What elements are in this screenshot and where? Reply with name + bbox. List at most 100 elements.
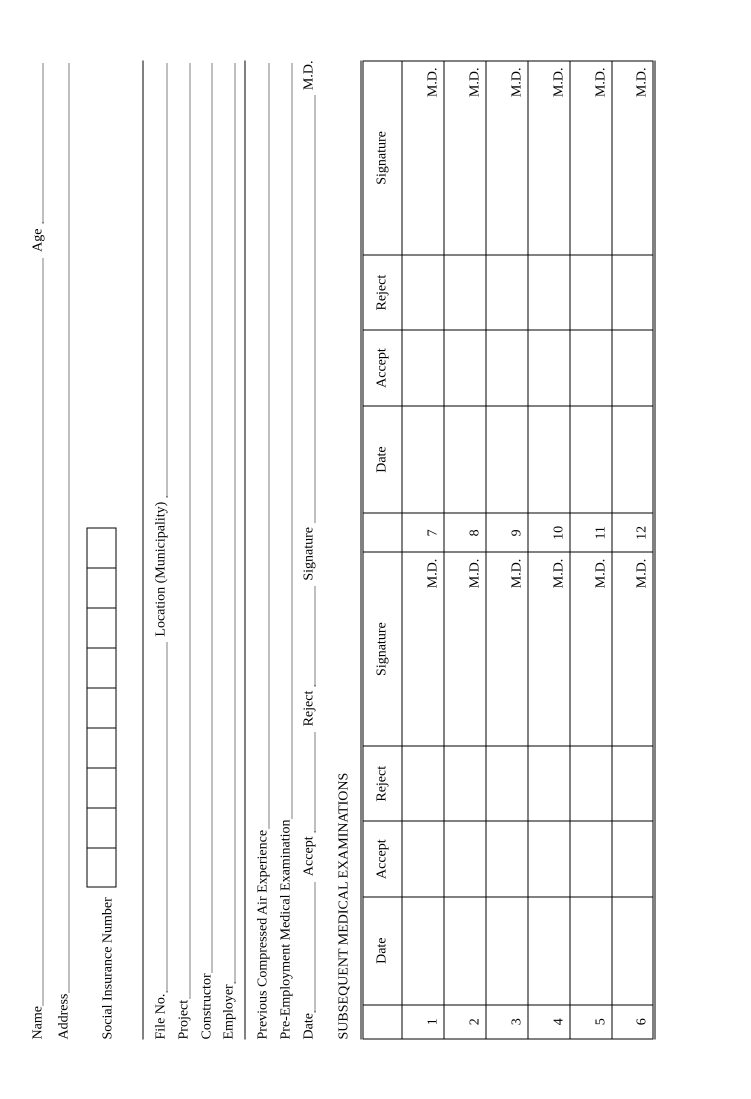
cell-reject[interactable]	[401, 746, 443, 821]
cell-signature[interactable]: M.D.	[611, 61, 653, 255]
row-num: 8	[443, 513, 485, 552]
sin-box[interactable]	[86, 687, 116, 727]
location-label: Location (Municipality)	[153, 501, 170, 636]
cell-date[interactable]	[611, 896, 653, 1004]
preemp-label: Pre-Employment Medical Examination	[278, 819, 295, 1039]
cell-accept[interactable]	[611, 330, 653, 405]
constructor-field[interactable]	[211, 63, 212, 972]
cell-accept[interactable]	[485, 330, 527, 405]
row-num: 10	[527, 513, 569, 552]
cell-accept[interactable]	[401, 330, 443, 405]
cell-date[interactable]	[485, 405, 527, 513]
cell-reject[interactable]	[485, 746, 527, 821]
cell-signature[interactable]: M.D.	[401, 61, 443, 255]
col-accept-2: Accept	[361, 330, 401, 405]
sin-box[interactable]	[86, 847, 116, 887]
cell-date[interactable]	[611, 405, 653, 513]
location-field[interactable]	[166, 63, 167, 497]
cell-date[interactable]	[401, 896, 443, 1004]
sin-box[interactable]	[86, 767, 116, 807]
cell-signature[interactable]: M.D.	[443, 552, 485, 746]
col-reject-2: Reject	[361, 254, 401, 329]
table-row: 4M.D.10M.D.	[527, 61, 569, 1039]
cell-accept[interactable]	[443, 821, 485, 896]
date-label: Date	[301, 1013, 318, 1039]
row-num: 5	[569, 1004, 611, 1038]
employer-field[interactable]	[234, 63, 235, 983]
sin-box[interactable]	[86, 567, 116, 607]
date-field[interactable]	[314, 882, 315, 1012]
cell-date[interactable]	[443, 405, 485, 513]
row-num: 1	[401, 1004, 443, 1038]
cell-reject[interactable]	[569, 746, 611, 821]
cell-signature[interactable]: M.D.	[485, 552, 527, 746]
prev-exp-field[interactable]	[268, 63, 269, 828]
cell-reject[interactable]	[443, 254, 485, 329]
sin-box[interactable]	[86, 527, 116, 567]
cell-accept[interactable]	[485, 821, 527, 896]
name-field[interactable]	[27, 258, 43, 1004]
divider-top	[142, 60, 143, 1039]
employer-label: Employer	[221, 984, 238, 1039]
sin-box[interactable]	[86, 727, 116, 767]
cell-date[interactable]	[569, 896, 611, 1004]
col-signature-1: Signature	[361, 552, 401, 746]
cell-date[interactable]	[485, 896, 527, 1004]
constructor-label: Constructor	[199, 973, 216, 1039]
cell-reject[interactable]	[485, 254, 527, 329]
cell-accept[interactable]	[527, 330, 569, 405]
cell-accept[interactable]	[401, 821, 443, 896]
signature-field[interactable]	[314, 95, 315, 523]
col-accept-1: Accept	[361, 821, 401, 896]
col-signature-2: Signature	[361, 61, 401, 255]
cell-signature[interactable]: M.D.	[611, 552, 653, 746]
employer-row: Employer	[221, 60, 238, 1039]
cell-date[interactable]	[401, 405, 443, 513]
reject-label: Reject	[301, 690, 318, 726]
cell-date[interactable]	[527, 405, 569, 513]
cell-date[interactable]	[569, 405, 611, 513]
age-field[interactable]	[27, 63, 43, 223]
reject-field[interactable]	[314, 586, 315, 686]
accept-field[interactable]	[314, 732, 315, 832]
cell-signature[interactable]: M.D.	[569, 552, 611, 746]
cell-accept[interactable]	[569, 821, 611, 896]
fileno-field[interactable]	[166, 642, 167, 992]
sin-box[interactable]	[86, 607, 116, 647]
cell-signature[interactable]: M.D.	[527, 552, 569, 746]
prev-exp-row: Previous Compressed Air Experience	[255, 60, 272, 1039]
col-reject-1: Reject	[361, 746, 401, 821]
cell-accept[interactable]	[569, 330, 611, 405]
date-accept-reject-sig-row: Date Accept Reject Signature M.D.	[301, 60, 318, 1039]
divider-mid	[244, 60, 245, 1039]
cell-reject[interactable]	[401, 254, 443, 329]
cell-signature[interactable]: M.D.	[485, 61, 527, 255]
row-num: 12	[611, 513, 653, 552]
row-num: 9	[485, 513, 527, 552]
table-row: 5M.D.11M.D.	[569, 61, 611, 1039]
cell-reject[interactable]	[443, 746, 485, 821]
cell-signature[interactable]: M.D.	[443, 61, 485, 255]
cell-signature[interactable]: M.D.	[569, 61, 611, 255]
cell-reject[interactable]	[569, 254, 611, 329]
row-num: 7	[401, 513, 443, 552]
sin-box[interactable]	[86, 807, 116, 847]
cell-accept[interactable]	[443, 330, 485, 405]
cell-accept[interactable]	[611, 821, 653, 896]
cell-signature[interactable]: M.D.	[401, 552, 443, 746]
col-date-2: Date	[361, 405, 401, 513]
cell-date[interactable]	[443, 896, 485, 1004]
cell-reject[interactable]	[611, 746, 653, 821]
cell-reject[interactable]	[527, 746, 569, 821]
exam-table: Date Accept Reject Signature Date Accept…	[360, 60, 655, 1039]
cell-date[interactable]	[527, 896, 569, 1004]
cell-reject[interactable]	[527, 254, 569, 329]
address-field[interactable]	[53, 63, 69, 992]
preemp-field[interactable]	[291, 63, 292, 818]
cell-accept[interactable]	[527, 821, 569, 896]
project-field[interactable]	[189, 63, 190, 998]
accept-label: Accept	[301, 836, 318, 876]
cell-reject[interactable]	[611, 254, 653, 329]
sin-box[interactable]	[86, 647, 116, 687]
cell-signature[interactable]: M.D.	[527, 61, 569, 255]
